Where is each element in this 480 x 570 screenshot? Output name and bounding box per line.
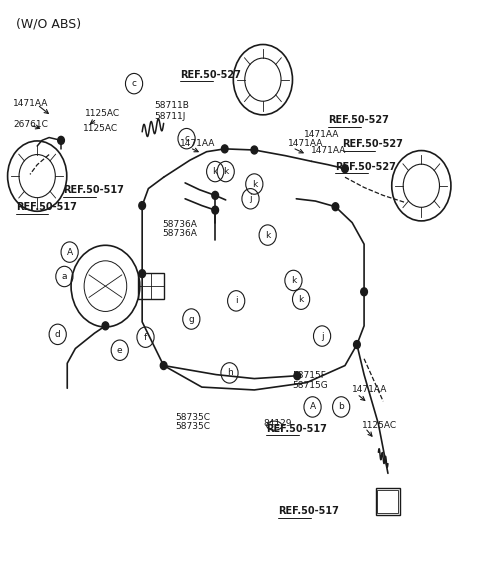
Text: b: b (338, 402, 344, 412)
Text: 58736A: 58736A (163, 230, 198, 238)
Text: 1471AA: 1471AA (288, 139, 323, 148)
Circle shape (361, 288, 367, 296)
Text: k: k (252, 180, 257, 189)
Text: 84129: 84129 (263, 419, 291, 428)
Circle shape (139, 270, 145, 278)
Circle shape (354, 341, 360, 348)
Text: REF.50-517: REF.50-517 (16, 202, 77, 213)
Circle shape (342, 165, 348, 173)
Text: (W/O ABS): (W/O ABS) (16, 17, 81, 30)
Text: j: j (321, 332, 324, 340)
Text: 1471AA: 1471AA (304, 129, 340, 139)
Text: 1471AA: 1471AA (352, 385, 387, 394)
Text: 58715G: 58715G (292, 381, 328, 390)
Text: 58735C: 58735C (176, 422, 211, 431)
Text: 1125AC: 1125AC (85, 109, 120, 117)
Text: f: f (144, 333, 147, 341)
Text: 58735C: 58735C (176, 413, 211, 422)
Text: REF.50-517: REF.50-517 (63, 185, 124, 196)
Text: A: A (67, 247, 72, 256)
Text: j: j (249, 194, 252, 203)
Text: REF.50-517: REF.50-517 (278, 506, 339, 516)
Text: h: h (227, 368, 232, 377)
Text: a: a (61, 272, 67, 281)
Circle shape (102, 322, 109, 330)
Text: g: g (189, 315, 194, 324)
Text: c: c (184, 134, 189, 143)
Text: 58711B: 58711B (154, 101, 189, 111)
Text: c: c (132, 79, 136, 88)
Text: k: k (223, 167, 228, 176)
Text: k: k (299, 295, 304, 304)
Text: 1471AA: 1471AA (13, 99, 48, 108)
Text: 58711J: 58711J (154, 112, 185, 120)
Text: 1125AC: 1125AC (83, 124, 118, 133)
Bar (138, 274, 164, 299)
Text: REF.50-527: REF.50-527 (336, 161, 396, 172)
Text: k: k (265, 231, 270, 239)
Circle shape (212, 192, 218, 200)
Text: REF.50-527: REF.50-527 (180, 70, 241, 80)
Circle shape (139, 202, 145, 210)
Text: d: d (55, 330, 60, 339)
Circle shape (221, 145, 228, 153)
Circle shape (58, 136, 64, 144)
Text: 1125AC: 1125AC (362, 421, 397, 430)
Text: A: A (310, 402, 316, 412)
Text: REF.50-517: REF.50-517 (266, 424, 327, 434)
Bar (377, 490, 398, 513)
Text: 1471AA: 1471AA (180, 139, 216, 148)
Text: k: k (213, 167, 218, 176)
Circle shape (251, 146, 258, 154)
Circle shape (160, 361, 167, 369)
Bar (375, 488, 400, 515)
Text: 58736A: 58736A (163, 221, 198, 229)
Circle shape (294, 372, 300, 380)
Circle shape (332, 203, 339, 211)
Text: 58715F: 58715F (292, 371, 326, 380)
Circle shape (212, 206, 218, 214)
Text: REF.50-527: REF.50-527 (328, 115, 389, 125)
Text: REF.50-527: REF.50-527 (343, 139, 404, 149)
Text: 1471AA: 1471AA (311, 145, 346, 154)
Text: i: i (235, 296, 238, 306)
Text: k: k (291, 276, 296, 285)
Text: 26761C: 26761C (13, 120, 48, 129)
Text: e: e (117, 346, 122, 355)
